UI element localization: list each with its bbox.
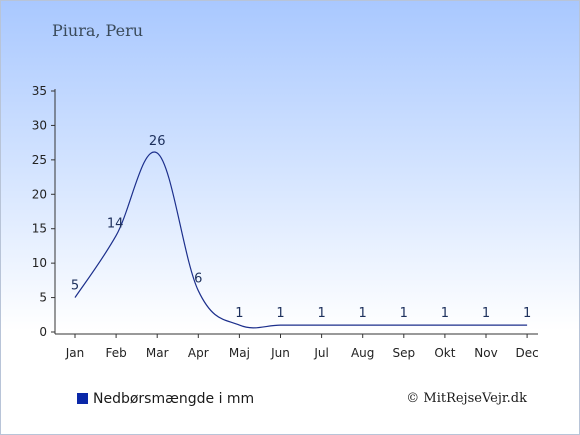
y-tick-label: 20 [32,187,47,201]
data-label: 1 [400,306,408,321]
y-tick-label: 5 [39,291,47,305]
y-tick-label: 35 [32,84,47,98]
x-tick-label: Sep [392,346,415,360]
x-tick-label: Aug [351,346,374,360]
y-tick-label: 0 [39,325,47,339]
data-label: 1 [482,306,490,321]
x-tick-label: Maj [229,346,250,360]
legend-swatch [77,393,88,404]
data-label: 14 [107,217,124,232]
data-label: 1 [317,306,325,321]
data-label: 1 [276,306,284,321]
x-tick-label: Dec [515,346,538,360]
x-tick-label: Feb [105,346,126,360]
credit-text: © MitRejseVejr.dk [406,391,527,406]
x-tick-label: Jun [270,346,290,360]
x-tick-label: Jan [65,346,85,360]
data-label: 1 [359,306,367,321]
legend: Nedbørsmængde i mm [77,391,254,407]
y-tick-label: 30 [32,118,47,132]
data-label: 1 [523,306,531,321]
x-tick-label: Okt [434,346,455,360]
location-title: Piura, Peru [52,21,144,40]
x-tick-label: Jul [313,346,328,360]
legend-label: Nedbørsmængde i mm [93,391,255,407]
series-line [74,151,528,329]
data-label: 5 [71,279,79,294]
data-label: 1 [441,306,449,321]
data-label: 26 [149,134,166,149]
y-tick-label: 15 [32,222,47,236]
data-label: 6 [194,272,202,287]
x-tick-label: Nov [474,346,497,360]
y-tick-label: 10 [32,256,47,270]
data-label: 1 [235,306,243,321]
x-tick-label: Mar [146,346,169,360]
x-tick-label: Apr [188,346,209,360]
y-tick-label: 25 [32,153,47,167]
